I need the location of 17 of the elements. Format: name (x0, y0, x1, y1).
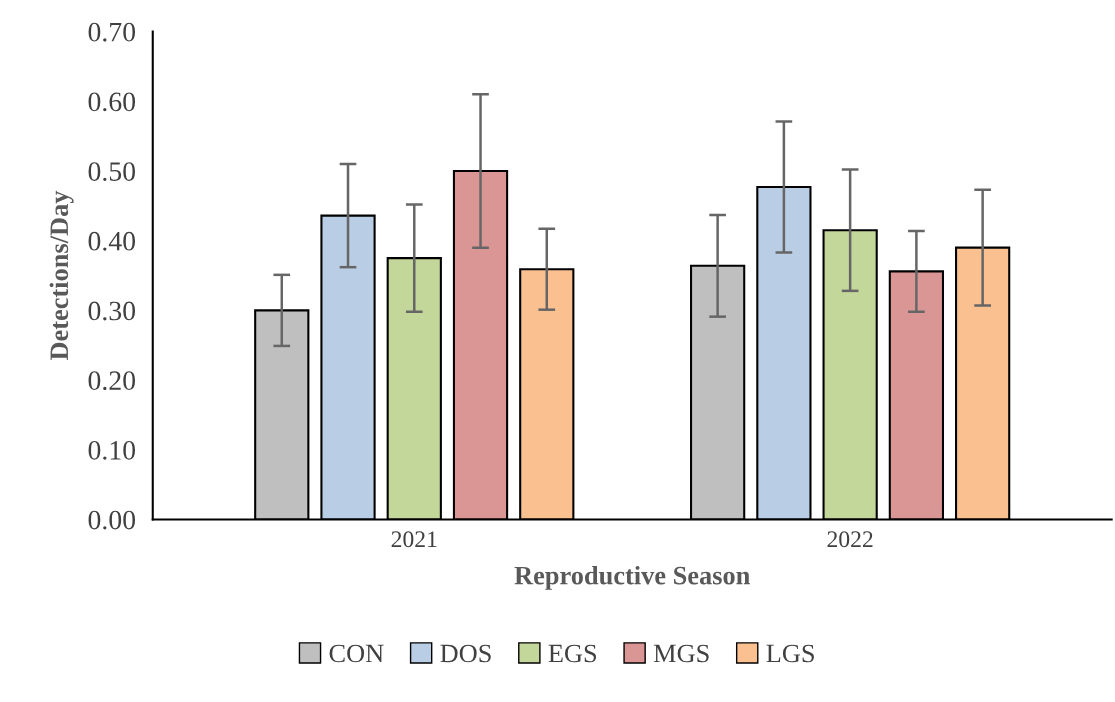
x-tick-label: 2021 (391, 531, 437, 548)
legend-label: CON (329, 644, 384, 663)
y-tick-label: 0.50 (88, 162, 136, 182)
legend-label: MGS (653, 644, 709, 663)
y-tick-label: 0.00 (88, 510, 136, 530)
legend-label: LGS (766, 644, 814, 663)
x-axis-title: Reproductive Season (514, 565, 750, 590)
legend-label: DOS (440, 644, 491, 663)
y-tick-label: 0.70 (88, 22, 136, 42)
y-tick-label: 0.10 (88, 440, 136, 460)
y-tick-label: 0.30 (88, 301, 136, 321)
y-tick-label: 0.40 (88, 231, 136, 251)
legend-label: EGS (548, 644, 597, 663)
y-tick-label: 0.60 (88, 92, 136, 112)
y-tick-label: 0.20 (88, 371, 136, 391)
x-tick-label: 2022 (827, 531, 873, 548)
y-axis-title: Detections/Day (49, 190, 74, 361)
